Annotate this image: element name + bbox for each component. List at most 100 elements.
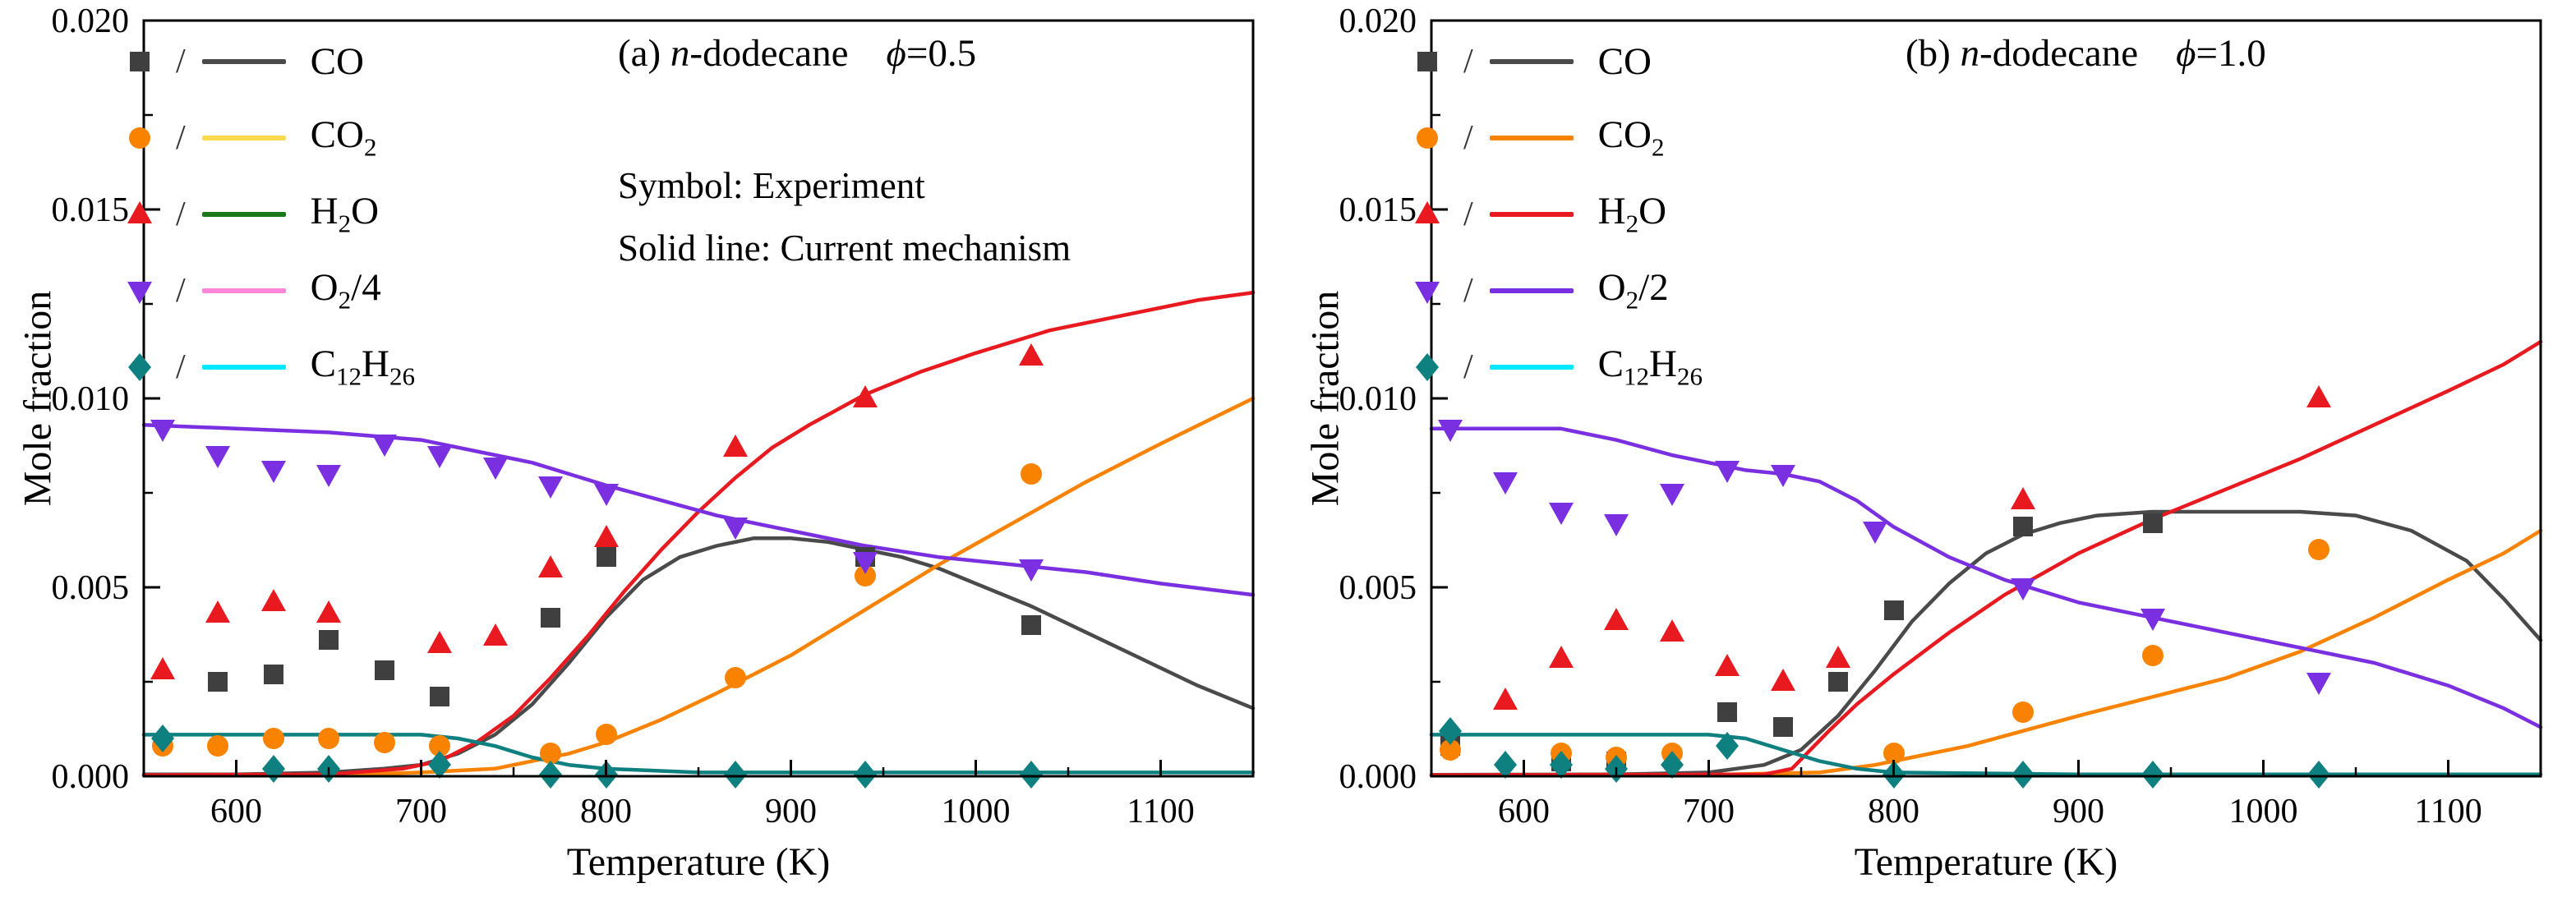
legend-label-o2: O2/2 — [1597, 266, 1669, 315]
data-point-co2 — [318, 728, 339, 749]
data-point-o2 — [594, 484, 619, 506]
legend-b: / CO / CO2 / H2O / O2/2 / C12H26 — [1409, 23, 1703, 405]
data-point-co2 — [2308, 539, 2329, 560]
y-tick-label: 0.020 — [1339, 2, 1417, 40]
legend-separator: / — [1463, 195, 1473, 233]
y-axis-label: Mole fraction — [16, 290, 60, 507]
legend-line-sample-c12h26 — [201, 364, 286, 370]
data-point-h2o — [723, 435, 748, 457]
legend-line-sample-h2o — [201, 211, 286, 217]
model-line-c12h26 — [141, 733, 1256, 775]
legend-line-sample-co2 — [1489, 135, 1574, 140]
data-point-co2 — [429, 735, 450, 757]
phi-symbol: ϕ — [886, 32, 906, 75]
legend-diamond-glyph — [1416, 352, 1439, 381]
panel-letter: (b) — [1906, 32, 1961, 75]
y-tick-label: 0.000 — [52, 758, 130, 796]
legend-triangle-down-glyph — [127, 281, 152, 304]
data-point-co — [208, 672, 228, 692]
legend-symbol-diamond-icon — [128, 352, 151, 381]
legend-symbol-square-icon — [130, 51, 150, 71]
data-point-co2 — [374, 732, 395, 753]
data-point-h2o — [1715, 654, 1740, 676]
x-tick-label: 1000 — [942, 793, 1011, 830]
legend-symbol-triangle-up-icon — [127, 200, 152, 223]
data-point-co — [1828, 672, 1848, 692]
data-point-o2 — [1863, 522, 1887, 544]
data-point-c12h26 — [1020, 761, 1043, 789]
data-point-o2 — [1604, 514, 1629, 536]
legend-item-c12h26: / C12H26 — [122, 329, 415, 405]
data-point-co2 — [2012, 702, 2034, 723]
x-axis-label: Temperature (K) — [566, 840, 831, 884]
data-point-o2 — [2141, 609, 2165, 631]
legend-symbol-diamond-icon — [1416, 352, 1439, 381]
data-point-h2o — [261, 589, 286, 611]
legend-separator: / — [176, 118, 186, 157]
x-tick-label: 900 — [765, 793, 817, 830]
data-point-c12h26 — [539, 761, 562, 789]
x-axis-label: Temperature (K) — [1854, 840, 2118, 884]
data-point-c12h26 — [854, 761, 877, 789]
data-point-c12h26 — [724, 761, 747, 789]
legend-separator: / — [176, 271, 186, 310]
data-point-co2 — [1883, 743, 1905, 764]
legend-symbol-triangle-down-icon — [127, 281, 152, 304]
legend-item-co2: / CO2 — [122, 99, 415, 176]
y-tick-label: 0.010 — [1339, 380, 1417, 418]
x-tick-label: 900 — [2053, 793, 2104, 830]
data-point-h2o — [2306, 385, 2331, 407]
phi-symbol: ϕ — [2176, 32, 2196, 75]
data-point-o2 — [723, 518, 748, 540]
legend-line-sample-c12h26 — [1489, 364, 1574, 370]
legend-item-h2o: / H2O — [122, 176, 415, 252]
legend-item-c12h26: / C12H26 — [1409, 329, 1703, 405]
legend-label-o2: O2/4 — [310, 266, 381, 315]
axis-ticks: 600 700 800 900 1000 1100 0.000 0.005 0.010 0.015… — [1339, 2, 2482, 830]
data-point-co2 — [596, 724, 617, 745]
model-line-h2o — [1429, 339, 2543, 777]
data-point-co2 — [263, 728, 284, 749]
x-tick-label: 1100 — [1127, 793, 1194, 830]
data-point-h2o — [2011, 487, 2035, 509]
data-point-co — [1884, 600, 1904, 620]
data-point-co — [1021, 615, 1041, 635]
legend-circle-glyph — [129, 126, 150, 149]
model-line-co2 — [141, 396, 1256, 778]
data-point-h2o — [594, 525, 619, 547]
data-point-o2 — [1549, 503, 1574, 525]
legend-label-co: CO — [310, 39, 364, 83]
data-point-c12h26 — [1716, 732, 1739, 760]
legend-triangle-down-glyph — [1415, 281, 1440, 304]
legend-item-o2: / O2/4 — [122, 252, 415, 329]
data-point-h2o — [1604, 608, 1629, 630]
compound-name: -dodecane — [1979, 32, 2139, 75]
legend-line-sample-co — [201, 58, 286, 64]
data-point-co — [2143, 513, 2163, 533]
y-tick-label: 0.000 — [1339, 758, 1417, 796]
legend-symbol-triangle-down-icon — [1415, 281, 1440, 304]
data-point-o2 — [261, 461, 286, 483]
legend-separator: / — [1463, 118, 1473, 157]
data-point-o2 — [1715, 461, 1740, 483]
data-point-o2 — [372, 435, 397, 457]
data-point-c12h26 — [262, 755, 285, 783]
data-point-h2o — [853, 385, 878, 407]
x-tick-label: 800 — [1868, 793, 1919, 830]
data-point-o2 — [2306, 673, 2331, 695]
data-point-co — [2013, 517, 2033, 536]
model-line-co2 — [1429, 528, 2543, 778]
experiment-points-h2o — [150, 343, 1044, 679]
data-point-o2 — [1019, 559, 1044, 582]
data-point-c12h26 — [1550, 751, 1573, 779]
data-point-h2o — [1549, 646, 1574, 668]
legend-label-co: CO — [1597, 39, 1652, 83]
data-point-o2 — [1438, 420, 1463, 442]
data-point-c12h26 — [1661, 751, 1684, 779]
y-tick-label: 0.005 — [1339, 569, 1417, 607]
legend-symbol-circle-icon — [129, 126, 150, 149]
x-tick-label: 1100 — [2414, 793, 2482, 830]
legend-a: / CO / CO2 / H2O / O2/4 / C12H26 — [122, 23, 415, 405]
experiment-points-co2 — [152, 463, 1042, 764]
legend-square-glyph — [1417, 51, 1437, 71]
